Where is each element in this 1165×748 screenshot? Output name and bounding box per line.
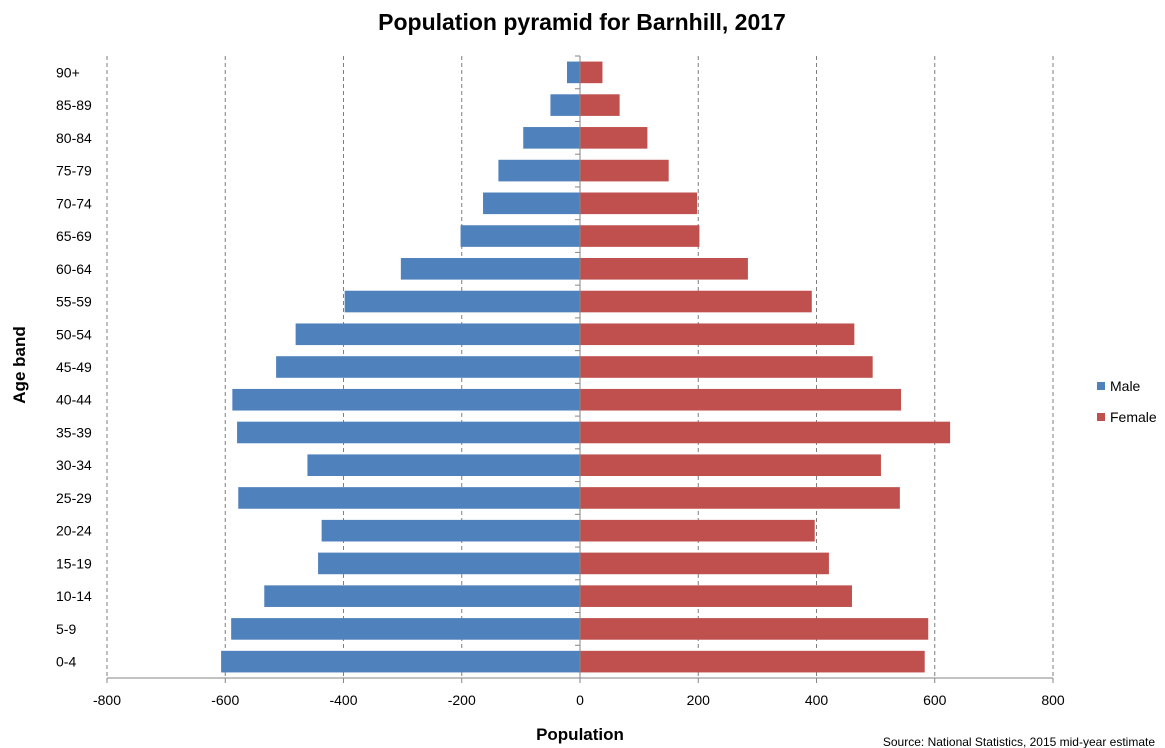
y-tick-label: 85-89: [56, 97, 92, 113]
legend-label-male: Male: [1110, 378, 1141, 394]
bar-female-0-4: [580, 651, 925, 673]
bar-male-50-54: [296, 323, 580, 345]
female-bars: [580, 62, 950, 673]
bar-female-85-89: [580, 94, 620, 116]
bar-female-30-34: [580, 454, 881, 476]
y-tick-label: 70-74: [56, 195, 92, 211]
bar-female-70-74: [580, 193, 697, 215]
legend: Male Female: [1097, 378, 1157, 425]
bar-male-85-89: [550, 94, 580, 116]
y-tick-label: 30-34: [56, 457, 92, 473]
bar-male-10-14: [264, 585, 580, 607]
bar-female-75-79: [580, 160, 669, 182]
y-tick-label: 50-54: [56, 326, 92, 342]
bar-male-75-79: [498, 160, 580, 182]
bar-male-45-49: [276, 356, 580, 378]
y-tick-label: 90+: [56, 64, 80, 80]
bar-female-20-24: [580, 520, 815, 542]
bar-female-65-69: [580, 225, 699, 247]
x-tick-label: -600: [211, 692, 239, 708]
bar-male-65-69: [461, 225, 580, 247]
bar-male-60-64: [401, 258, 580, 280]
y-tick-label: 0-4: [56, 654, 76, 670]
bar-female-35-39: [580, 422, 950, 444]
bar-female-50-54: [580, 323, 854, 345]
bar-female-55-59: [580, 291, 812, 313]
y-tick-labels: 0-4 5-9 10-14 15-19 20-24 25-29 30-34 35-39 40-4…: [56, 64, 92, 669]
bar-male-80-84: [523, 127, 580, 149]
x-tick-label: -800: [93, 692, 121, 708]
y-tick-label: 35-39: [56, 424, 92, 440]
x-tick-labels: -800 -600 -400 -200 0 200 400 600 800: [93, 692, 1065, 708]
x-tick-label: -200: [448, 692, 476, 708]
legend-swatch-male: [1097, 382, 1105, 390]
bar-male-15-19: [318, 553, 580, 575]
y-tick-label: 5-9: [56, 621, 76, 637]
x-tick-label: 200: [687, 692, 711, 708]
x-axis-title: Population: [536, 725, 624, 744]
bar-male-90+: [567, 62, 580, 84]
legend-label-female: Female: [1110, 409, 1157, 425]
bar-male-0-4: [221, 651, 580, 673]
bar-male-25-29: [238, 487, 580, 509]
bar-male-70-74: [483, 193, 580, 215]
bar-female-45-49: [580, 356, 873, 378]
x-tick-label: 600: [923, 692, 947, 708]
source-note: Source: National Statistics, 2015 mid-ye…: [883, 735, 1155, 748]
x-tick-label: 0: [576, 692, 584, 708]
bar-female-90+: [580, 62, 602, 84]
bar-female-60-64: [580, 258, 748, 280]
y-tick-label: 55-59: [56, 294, 92, 310]
bar-female-80-84: [580, 127, 647, 149]
bar-female-5-9: [580, 618, 928, 640]
y-tick-label: 25-29: [56, 490, 92, 506]
y-tick-label: 40-44: [56, 392, 92, 408]
y-tick-label: 60-64: [56, 261, 92, 277]
bar-male-5-9: [231, 618, 580, 640]
bar-female-15-19: [580, 553, 829, 575]
bar-male-40-44: [232, 389, 580, 411]
y-tick-label: 45-49: [56, 359, 92, 375]
bar-female-40-44: [580, 389, 901, 411]
y-tick-label: 10-14: [56, 588, 92, 604]
x-tick-label: 800: [1041, 692, 1065, 708]
bar-female-10-14: [580, 585, 852, 607]
x-tick-label: 400: [805, 692, 829, 708]
bar-male-55-59: [345, 291, 580, 313]
chart-title: Population pyramid for Barnhill, 2017: [378, 9, 786, 35]
y-tick-label: 80-84: [56, 130, 92, 146]
y-tick-label: 15-19: [56, 555, 92, 571]
legend-swatch-female: [1097, 413, 1105, 421]
axes: [107, 56, 1053, 683]
x-tick-label: -400: [329, 692, 357, 708]
bar-male-20-24: [322, 520, 580, 542]
bar-male-35-39: [237, 422, 580, 444]
bar-male-30-34: [307, 454, 580, 476]
male-bars: [221, 62, 580, 673]
y-tick-label: 75-79: [56, 163, 92, 179]
y-axis-title: Age band: [10, 326, 29, 403]
bar-female-25-29: [580, 487, 900, 509]
y-tick-label: 65-69: [56, 228, 92, 244]
y-tick-label: 20-24: [56, 523, 92, 539]
